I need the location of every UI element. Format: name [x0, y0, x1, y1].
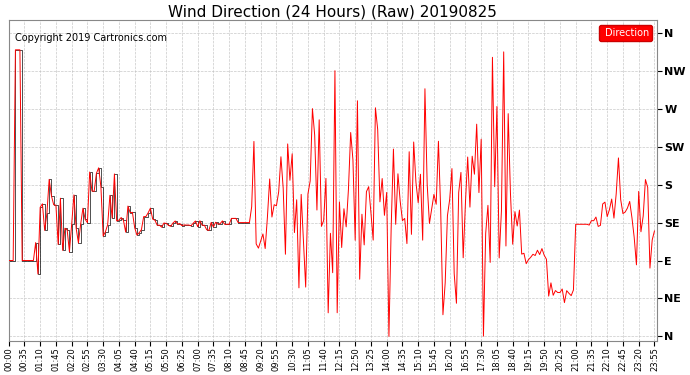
Legend: Direction: Direction	[599, 25, 652, 41]
Text: Copyright 2019 Cartronics.com: Copyright 2019 Cartronics.com	[15, 33, 167, 43]
Title: Wind Direction (24 Hours) (Raw) 20190825: Wind Direction (24 Hours) (Raw) 20190825	[168, 4, 497, 19]
